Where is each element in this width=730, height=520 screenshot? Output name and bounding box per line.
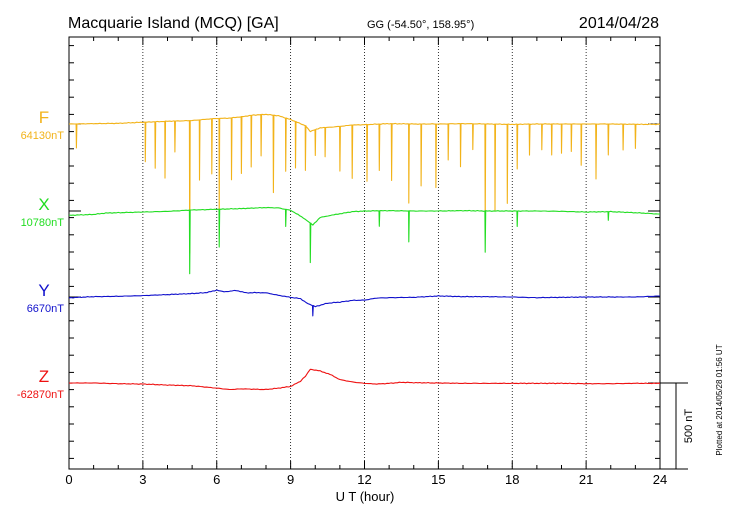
series-name-y: Y — [38, 281, 49, 300]
x-tick-label: 0 — [65, 472, 72, 487]
baseline-label-f: 64130nT — [21, 130, 65, 142]
x-axis-label: U T (hour) — [336, 489, 395, 504]
series-line-z — [68, 368, 661, 391]
date-label: 2014/04/28 — [579, 15, 659, 32]
x-tick-label: 15 — [431, 472, 445, 487]
x-tick-label: 3 — [139, 472, 146, 487]
x-tick-labels: 0 3 6 9 12 15 18 21 24 — [65, 472, 667, 487]
axis-ticks — [68, 37, 661, 469]
scale-bar-label: 500 nT — [683, 409, 695, 444]
series-line-f — [68, 113, 661, 254]
x-tick-label: 6 — [213, 472, 220, 487]
x-tick-label: 24 — [653, 472, 667, 487]
series-name-x: X — [38, 195, 49, 214]
baseline-label-y: 6670nT — [27, 303, 65, 315]
grid-lines — [142, 37, 587, 469]
coords-label: GG (-54.50°, 158.95°) — [367, 19, 474, 31]
series-name-f: F — [39, 108, 49, 127]
baseline-label-z: -62870nT — [17, 389, 64, 401]
plotted-timestamp: Plotted at 2014/05/28 01:56 UT — [715, 344, 724, 455]
baseline-label-x: 10780nT — [21, 217, 65, 229]
x-tick-label: 21 — [579, 472, 593, 487]
series-name-z: Z — [39, 367, 49, 386]
x-tick-label: 12 — [357, 472, 371, 487]
station-title: Macquarie Island (MCQ) [GA] — [68, 15, 279, 32]
x-tick-label: 9 — [287, 472, 294, 487]
series-line-x — [68, 206, 661, 275]
series-layer — [68, 113, 661, 391]
series-line-y — [68, 289, 660, 317]
series-labels: F 64130nT X 10780nT Y 6670nT Z -62870nT — [17, 108, 64, 401]
scale-bar: 500 nT — [660, 382, 695, 470]
x-tick-label: 18 — [505, 472, 519, 487]
